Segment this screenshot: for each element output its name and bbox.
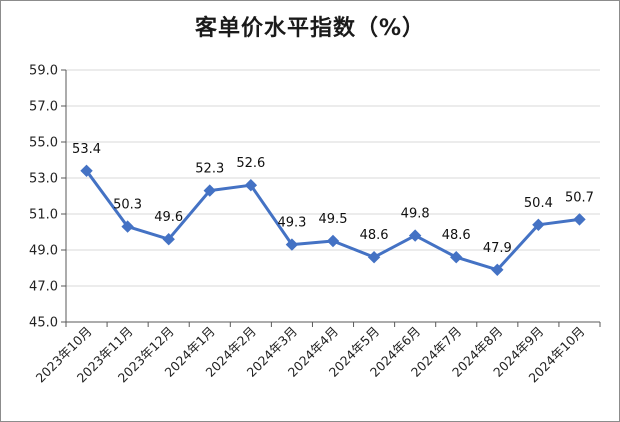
data-point-marker <box>573 213 586 226</box>
data-label: 48.6 <box>442 228 471 243</box>
y-axis-tick-labels: 45.0 47.0 49.0 51.0 53.0 55.0 57.0 59.0 <box>29 64 58 331</box>
series-layer <box>80 164 586 277</box>
data-label: 48.6 <box>360 228 389 243</box>
data-point-marker <box>450 250 463 264</box>
data-label: 52.6 <box>236 156 265 171</box>
data-label: 49.5 <box>319 212 348 227</box>
data-label: 50.4 <box>524 196 553 211</box>
data-point-marker <box>532 218 545 232</box>
gridlines <box>66 69 600 287</box>
data-point-marker <box>203 184 216 197</box>
data-point-marker <box>408 229 422 242</box>
y-tick-label: 53.0 <box>29 172 58 187</box>
y-tick-label: 57.0 <box>29 100 58 115</box>
data-point-marker <box>491 263 504 277</box>
data-labels: 53.4 50.3 49.6 52.3 52.6 49.3 49.5 48.6 49.8 48.6… <box>72 142 594 256</box>
data-point-marker <box>285 238 299 251</box>
data-point-marker <box>367 250 381 264</box>
y-tick-label: 55.0 <box>29 136 58 151</box>
data-label: 50.7 <box>565 190 594 205</box>
y-tick-label: 47.0 <box>29 280 58 295</box>
data-point-marker <box>244 178 258 192</box>
x-axis-tick-labels: 2023年10月2023年11月2023年12月2024年1月2024年2月20… <box>33 324 588 386</box>
data-label: 53.4 <box>72 142 101 157</box>
data-label: 49.8 <box>401 207 430 222</box>
data-point-marker <box>121 220 134 233</box>
axes <box>61 69 601 327</box>
data-point-marker <box>162 232 175 246</box>
data-label: 49.3 <box>277 216 306 231</box>
data-label: 49.6 <box>154 210 183 225</box>
y-tick-label: 51.0 <box>29 208 58 223</box>
data-point-marker <box>80 164 93 178</box>
data-point-marker <box>326 234 340 248</box>
data-label: 52.3 <box>195 162 224 177</box>
data-label: 47.9 <box>483 241 512 256</box>
data-label: 50.3 <box>113 198 142 213</box>
chart-title: 客单价水平指数（%） <box>194 16 426 41</box>
y-tick-label: 45.0 <box>29 316 58 331</box>
y-tick-label: 59.0 <box>29 64 58 79</box>
y-tick-label: 49.0 <box>29 244 58 259</box>
